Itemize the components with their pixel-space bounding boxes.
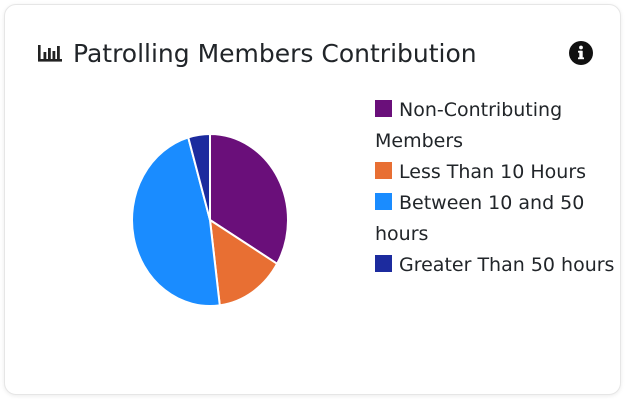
legend-label: Less Than 10 Hours	[399, 161, 587, 183]
legend-item-2[interactable]: Between 10 and 50 hours	[375, 188, 615, 250]
legend-item-1[interactable]: Less Than 10 Hours	[375, 157, 615, 188]
pie-slice-0[interactable]	[209, 132, 289, 266]
legend-label: Non-Contributing Members	[375, 99, 563, 152]
legend-swatch	[375, 193, 392, 210]
pie-slice-1[interactable]	[208, 218, 279, 307]
legend-swatch	[375, 100, 392, 117]
pie-chart	[131, 132, 289, 307]
bar-chart-icon	[37, 43, 63, 63]
legend-swatch	[375, 162, 392, 179]
legend-swatch	[375, 255, 392, 272]
legend-item-3[interactable]: Greater Than 50 hours	[375, 250, 615, 281]
pie-slice-3[interactable]	[187, 132, 211, 221]
legend-item-0[interactable]: Non-Contributing Members	[375, 95, 615, 157]
contribution-card: Patrolling Members Contribution Non-Cont…	[4, 4, 621, 395]
chart-legend: Non-Contributing Members Less Than 10 Hou…	[375, 95, 615, 281]
info-circle-icon[interactable]	[568, 40, 594, 66]
legend-label: Between 10 and 50 hours	[375, 192, 585, 245]
legend-label: Greater Than 50 hours	[399, 254, 615, 276]
card-title: Patrolling Members Contribution	[73, 38, 477, 68]
pie-slice-2[interactable]	[131, 136, 221, 307]
card-header: Patrolling Members Contribution	[37, 35, 477, 71]
